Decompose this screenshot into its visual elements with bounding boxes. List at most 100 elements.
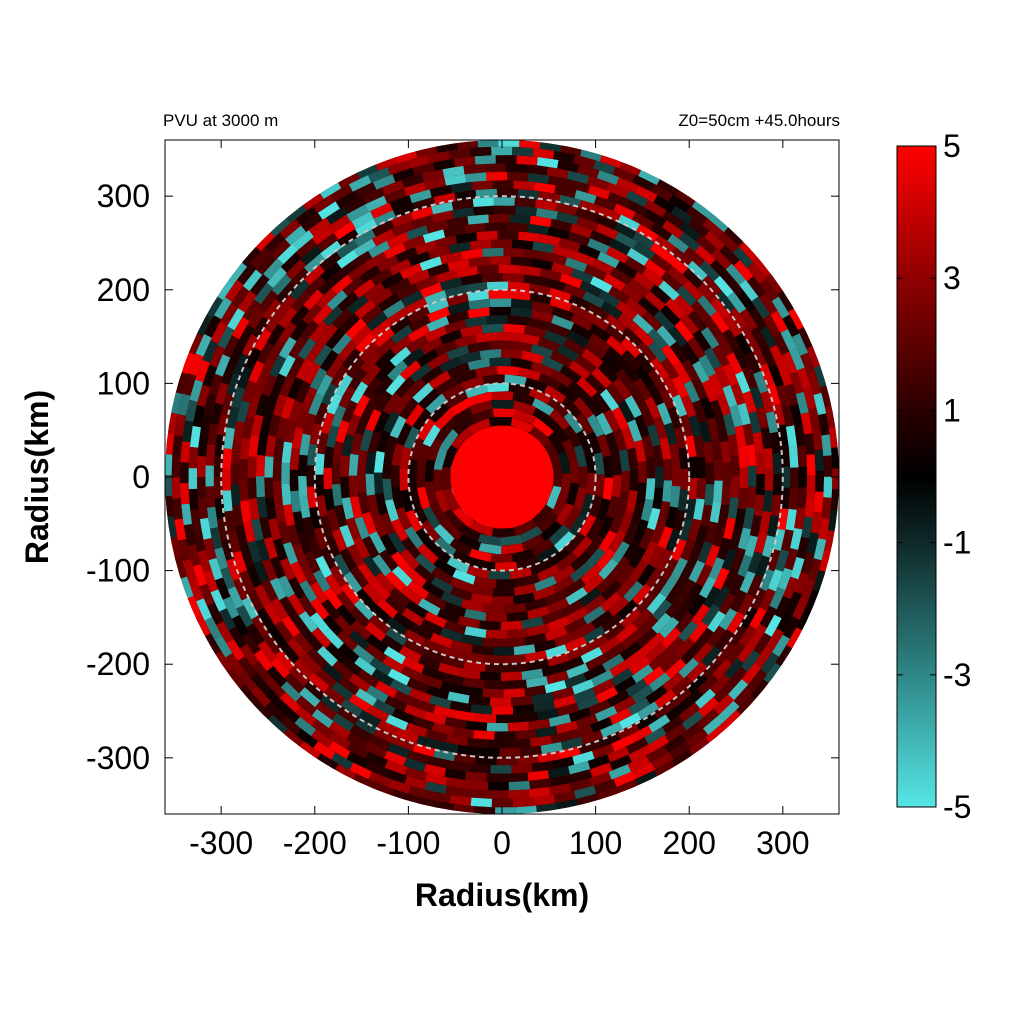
field-cell xyxy=(428,150,451,164)
field-cell xyxy=(566,644,590,661)
field-cell xyxy=(485,612,508,622)
field-cell xyxy=(279,558,296,581)
field-cell xyxy=(617,214,641,232)
field-cell xyxy=(626,737,649,755)
field-cell xyxy=(185,595,202,619)
field-cell xyxy=(232,505,244,527)
field-cell xyxy=(737,641,757,664)
field-cell xyxy=(353,182,377,199)
field-cell xyxy=(552,756,575,770)
field-cell xyxy=(336,249,359,269)
field-cell xyxy=(584,450,597,474)
field-cell xyxy=(608,764,632,780)
field-cell xyxy=(290,290,311,312)
field-cell xyxy=(445,777,468,789)
field-cell xyxy=(193,529,206,553)
field-cell xyxy=(354,717,378,735)
field-cell xyxy=(505,679,527,690)
field-cell xyxy=(700,326,720,349)
field-cell xyxy=(708,212,730,233)
field-cell xyxy=(815,470,824,492)
field-cell xyxy=(600,300,623,320)
field-cell xyxy=(278,321,297,344)
field-cell xyxy=(421,580,445,600)
field-cell xyxy=(315,668,337,689)
field-cell xyxy=(433,524,455,546)
field-cell xyxy=(620,608,642,629)
field-cell xyxy=(746,486,757,509)
field-cell xyxy=(572,536,593,559)
field-cell xyxy=(354,218,378,237)
field-cell xyxy=(516,155,538,166)
field-cell xyxy=(281,441,293,464)
field-cell xyxy=(486,171,508,181)
field-cell xyxy=(293,658,314,679)
field-cell xyxy=(555,502,575,526)
field-cell xyxy=(312,569,331,593)
field-cell xyxy=(615,260,638,279)
field-cell xyxy=(561,599,584,618)
field-cell xyxy=(464,383,488,398)
field-cell xyxy=(174,371,188,394)
field-cell xyxy=(382,410,400,434)
field-cell xyxy=(645,642,667,663)
field-cell xyxy=(727,666,748,688)
field-cell xyxy=(621,470,631,493)
field-cell xyxy=(220,392,235,416)
field-cell xyxy=(287,355,305,378)
field-cell xyxy=(190,509,202,532)
field-cell xyxy=(715,641,736,664)
field-cell xyxy=(220,362,236,385)
field-cell xyxy=(452,415,475,435)
field-cell xyxy=(658,387,676,410)
field-cell xyxy=(416,417,435,441)
field-cell xyxy=(686,260,708,281)
field-cell xyxy=(605,313,628,333)
field-cell xyxy=(343,571,363,594)
field-cell xyxy=(317,275,339,296)
field-cell xyxy=(365,251,388,270)
field-cell xyxy=(223,427,235,450)
field-cell xyxy=(590,717,613,733)
field-cell xyxy=(250,414,264,437)
field-cell xyxy=(263,537,278,560)
field-cell xyxy=(348,694,371,713)
field-cell xyxy=(404,775,427,790)
field-cell xyxy=(489,298,512,307)
field-cell xyxy=(781,529,794,552)
field-cell xyxy=(726,352,743,375)
field-cell xyxy=(528,283,551,296)
field-cell xyxy=(384,188,407,204)
field-cell xyxy=(422,648,446,664)
field-cell xyxy=(596,498,611,522)
field-cell xyxy=(510,417,535,433)
field-cell xyxy=(467,357,490,371)
field-cell xyxy=(239,644,259,667)
field-cell xyxy=(495,155,517,164)
field-cell xyxy=(422,424,441,447)
field-cell xyxy=(746,262,767,285)
field-cell xyxy=(516,556,540,571)
field-cell xyxy=(374,493,388,516)
field-cell xyxy=(484,163,506,173)
field-cell xyxy=(657,526,674,549)
field-cell xyxy=(347,262,370,282)
field-cell xyxy=(507,721,530,732)
field-cell xyxy=(416,735,439,750)
field-cell xyxy=(460,248,483,260)
field-cell xyxy=(366,705,390,723)
field-cell xyxy=(287,593,306,616)
field-cell xyxy=(303,361,321,385)
field-cell xyxy=(472,197,494,207)
field-cell xyxy=(568,360,591,380)
field-cell xyxy=(687,217,710,238)
field-cell xyxy=(460,599,484,613)
field-cell xyxy=(575,714,599,729)
field-cell xyxy=(621,629,644,650)
field-cell xyxy=(292,230,314,250)
field-cell xyxy=(533,585,556,601)
field-cell xyxy=(404,526,424,549)
field-cell xyxy=(553,790,576,804)
field-cell xyxy=(587,312,610,331)
field-cell xyxy=(290,490,301,513)
